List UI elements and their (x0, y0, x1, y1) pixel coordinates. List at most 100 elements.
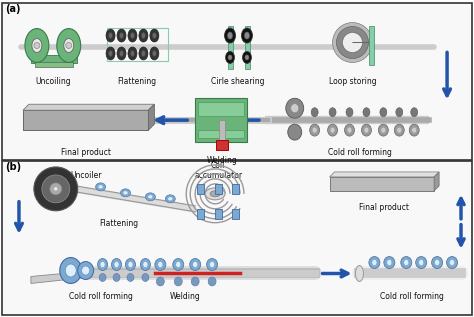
Ellipse shape (362, 124, 372, 136)
Text: Loop storing: Loop storing (328, 77, 376, 86)
Ellipse shape (32, 39, 42, 53)
Ellipse shape (109, 33, 112, 39)
Ellipse shape (106, 29, 115, 42)
Ellipse shape (329, 108, 336, 117)
Ellipse shape (245, 32, 249, 39)
Bar (219, 120, 225, 142)
Ellipse shape (208, 277, 216, 286)
Ellipse shape (369, 256, 380, 268)
Ellipse shape (126, 259, 136, 270)
Ellipse shape (396, 108, 403, 117)
Ellipse shape (130, 50, 135, 56)
Bar (215, 184, 222, 194)
Ellipse shape (143, 262, 148, 268)
Ellipse shape (128, 47, 137, 60)
Ellipse shape (228, 32, 233, 39)
Ellipse shape (205, 188, 225, 200)
Ellipse shape (207, 259, 218, 270)
Ellipse shape (409, 124, 419, 136)
Bar (195, 98, 247, 142)
Ellipse shape (432, 256, 443, 268)
Ellipse shape (99, 274, 106, 281)
Ellipse shape (119, 50, 124, 56)
Ellipse shape (243, 51, 251, 63)
Ellipse shape (286, 98, 304, 118)
Bar (197, 184, 204, 194)
Bar (35, 62, 73, 68)
Ellipse shape (173, 259, 184, 270)
Ellipse shape (146, 193, 155, 201)
Ellipse shape (114, 262, 119, 268)
Text: Coil
accumulator: Coil accumulator (194, 161, 242, 180)
Ellipse shape (155, 259, 166, 270)
Text: Flattening: Flattening (99, 219, 138, 228)
Circle shape (42, 175, 70, 203)
Ellipse shape (241, 28, 253, 43)
Ellipse shape (150, 47, 159, 60)
Circle shape (34, 42, 40, 49)
Ellipse shape (419, 260, 424, 266)
Ellipse shape (310, 124, 319, 136)
Text: Cold roll forming: Cold roll forming (380, 292, 444, 301)
Ellipse shape (120, 189, 130, 197)
Ellipse shape (123, 191, 128, 195)
Ellipse shape (148, 195, 153, 199)
Ellipse shape (140, 259, 150, 270)
Ellipse shape (190, 259, 201, 270)
Bar (245, 26, 250, 69)
Ellipse shape (150, 29, 159, 42)
Bar (228, 26, 233, 69)
Circle shape (50, 183, 62, 195)
Text: Final product: Final product (61, 148, 110, 157)
Polygon shape (148, 104, 155, 130)
Circle shape (34, 167, 78, 211)
Text: Cold roll forming: Cold roll forming (69, 292, 133, 301)
Ellipse shape (139, 47, 148, 60)
Ellipse shape (328, 124, 337, 136)
Ellipse shape (106, 47, 115, 60)
Ellipse shape (141, 33, 146, 39)
Bar (215, 209, 222, 219)
Ellipse shape (291, 104, 299, 113)
Ellipse shape (435, 260, 439, 266)
Ellipse shape (82, 266, 90, 275)
Bar (31, 55, 77, 63)
Ellipse shape (210, 262, 215, 268)
Ellipse shape (156, 277, 164, 286)
Polygon shape (23, 104, 155, 110)
Ellipse shape (225, 28, 236, 43)
Ellipse shape (245, 55, 249, 60)
Bar (369, 26, 374, 65)
Polygon shape (31, 270, 96, 283)
Ellipse shape (363, 108, 370, 117)
Ellipse shape (404, 260, 409, 266)
Polygon shape (333, 23, 373, 62)
Ellipse shape (109, 50, 112, 56)
Ellipse shape (141, 50, 146, 56)
Ellipse shape (130, 33, 135, 39)
Bar (197, 209, 204, 219)
Polygon shape (343, 33, 363, 53)
Ellipse shape (25, 29, 49, 62)
Bar (329, 177, 434, 191)
Polygon shape (337, 27, 368, 58)
Text: Welding: Welding (170, 292, 201, 301)
Ellipse shape (119, 33, 124, 39)
Text: Uncoiler: Uncoiler (71, 171, 102, 180)
Ellipse shape (381, 127, 386, 133)
Ellipse shape (98, 185, 103, 189)
Ellipse shape (347, 127, 352, 133)
Ellipse shape (228, 55, 232, 60)
Ellipse shape (210, 191, 220, 197)
Ellipse shape (311, 108, 318, 117)
Ellipse shape (96, 183, 106, 191)
Bar (23, 110, 148, 130)
Ellipse shape (117, 47, 126, 60)
Ellipse shape (65, 264, 76, 277)
Ellipse shape (98, 259, 108, 270)
Ellipse shape (412, 127, 417, 133)
Ellipse shape (312, 127, 317, 133)
Ellipse shape (117, 29, 126, 42)
Ellipse shape (411, 108, 418, 117)
Ellipse shape (111, 259, 121, 270)
